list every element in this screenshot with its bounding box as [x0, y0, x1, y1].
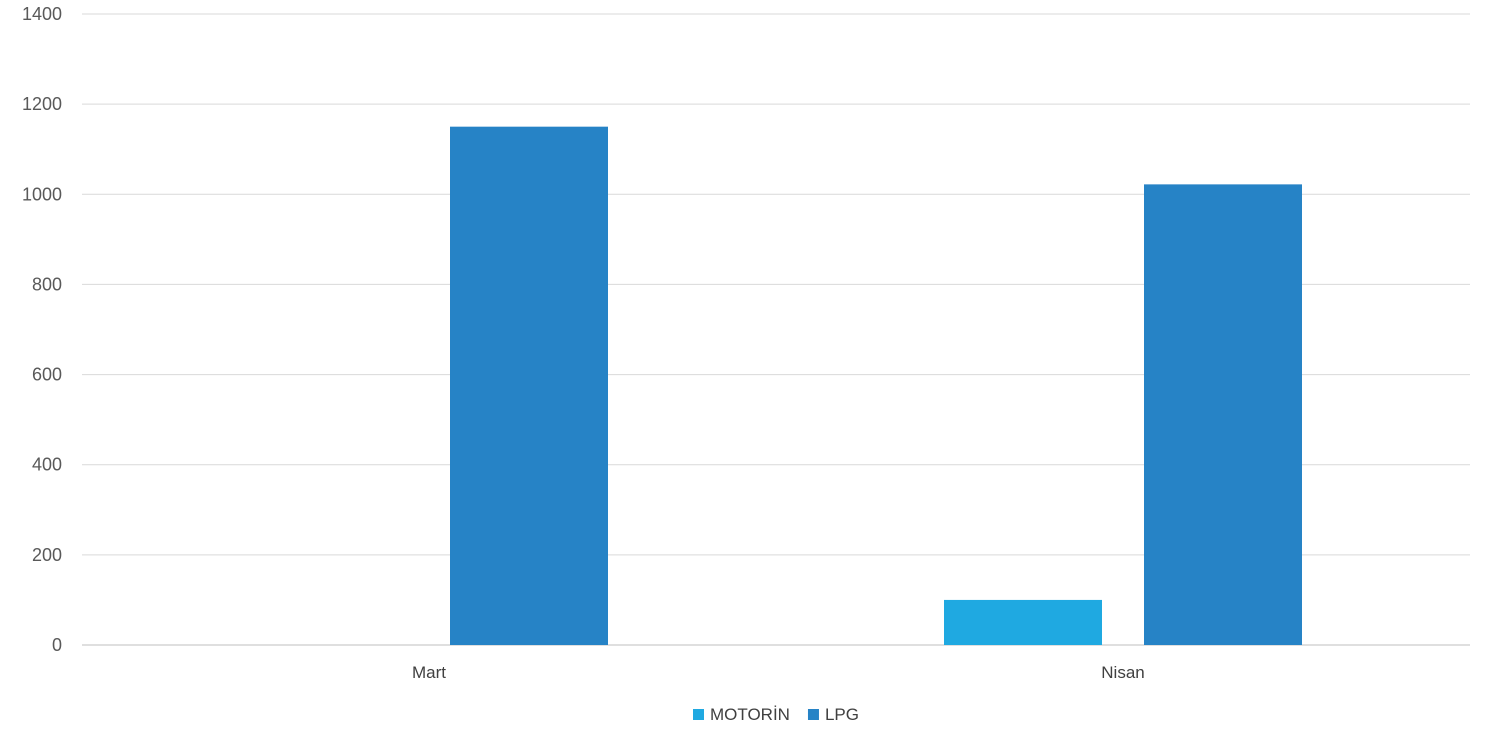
y-tick-label: 400 [32, 455, 62, 475]
y-tick-label: 200 [32, 545, 62, 565]
legend-swatch [693, 709, 704, 720]
legend: MOTORİN LPG [693, 705, 859, 724]
legend-label: LPG [825, 705, 859, 724]
y-tick-label: 1400 [22, 4, 62, 24]
bars [450, 126, 1302, 645]
x-category-label: Mart [412, 663, 446, 682]
bar-lpg-nisan [1144, 184, 1302, 645]
bar-lpg-mart [450, 126, 608, 645]
y-axis-tick-labels: 0 200 400 600 800 1000 1200 1400 [22, 4, 62, 655]
legend-label: MOTORİN [710, 705, 790, 724]
x-axis-category-labels: Mart Nisan [412, 663, 1145, 682]
y-tick-label: 1200 [22, 94, 62, 114]
gridlines [82, 13, 1470, 646]
y-tick-label: 0 [52, 635, 62, 655]
bar-motori-n-nisan [944, 599, 1102, 645]
y-tick-label: 800 [32, 274, 62, 294]
x-category-label: Nisan [1101, 663, 1144, 682]
y-tick-label: 1000 [22, 184, 62, 204]
y-tick-label: 600 [32, 365, 62, 385]
legend-swatch [807, 709, 819, 720]
